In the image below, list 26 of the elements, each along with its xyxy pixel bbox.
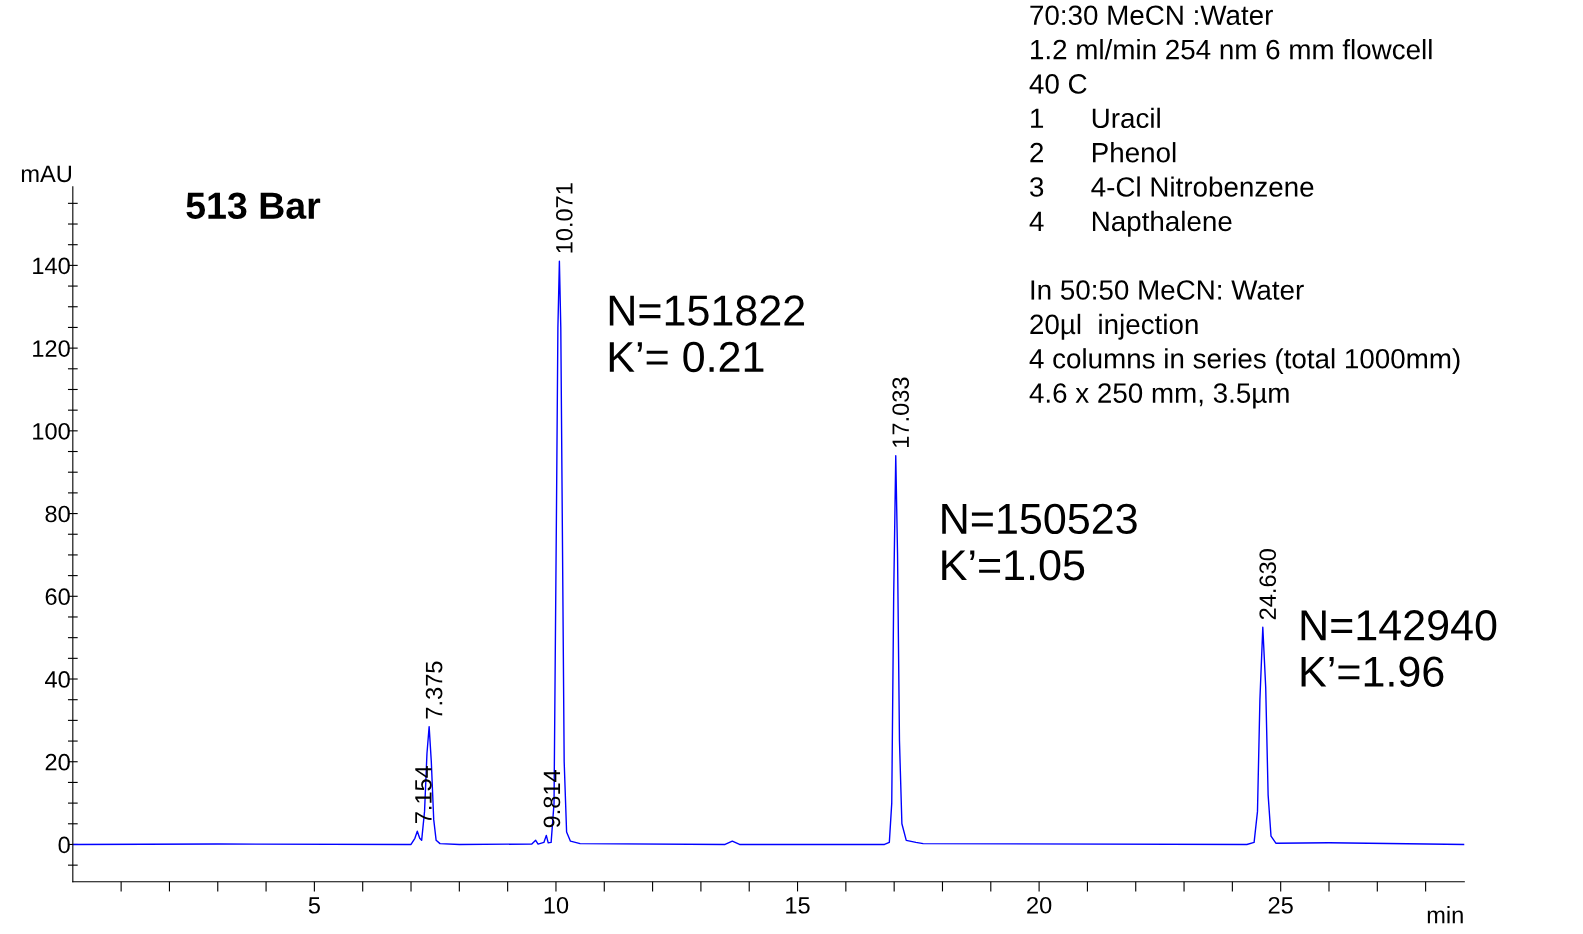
y-tick-label: 0: [58, 836, 70, 854]
annotation: 24.630: [1259, 549, 1277, 620]
annotation: N=151822 K’= 0.21: [609, 295, 805, 373]
y-tick-label: 140: [33, 257, 70, 275]
x-tick-label: 10: [544, 896, 569, 914]
annotation: 17.033: [892, 377, 910, 447]
annotation: 10.071: [555, 183, 573, 253]
x-tick-label: 25: [1268, 896, 1293, 914]
annotation: 9.814: [543, 770, 561, 828]
annotation: 7.375: [425, 661, 443, 719]
annotation: 7.154: [415, 765, 432, 824]
annotation: 513 Bar: [186, 192, 321, 220]
y-tick-label: 80: [45, 505, 70, 523]
y-tick-label: 120: [33, 340, 70, 357]
y-axis-title: mAU: [21, 165, 71, 183]
x-tick-label: 15: [786, 897, 810, 914]
annotation: N=150523 K’=1.05: [942, 503, 1137, 581]
y-tick-label: 40: [45, 671, 70, 688]
y-tick-label: 100: [33, 422, 70, 440]
text: 70:30 MeCN :Water 1.2 ml/min 254 nm 6 mm flowcell 40 C 1 Uracil 2 Phenol 3 4-Cl Nitrobenzene 4 Napthalene In 50:50 MeCN: Water 20µl injection 4 columns in series (total 1000mm) 4.6 x 250 mm, 3.5µm: [1029, 5, 1460, 409]
y-tick-label: 60: [45, 588, 70, 606]
y-tick-label: 20: [45, 753, 70, 771]
annotation: N=142940 K’=1.96: [1301, 610, 1497, 687]
x-tick-label: 5: [308, 897, 320, 914]
x-tick-label: 20: [1027, 896, 1052, 914]
x-axis-title: min: [1427, 906, 1463, 924]
